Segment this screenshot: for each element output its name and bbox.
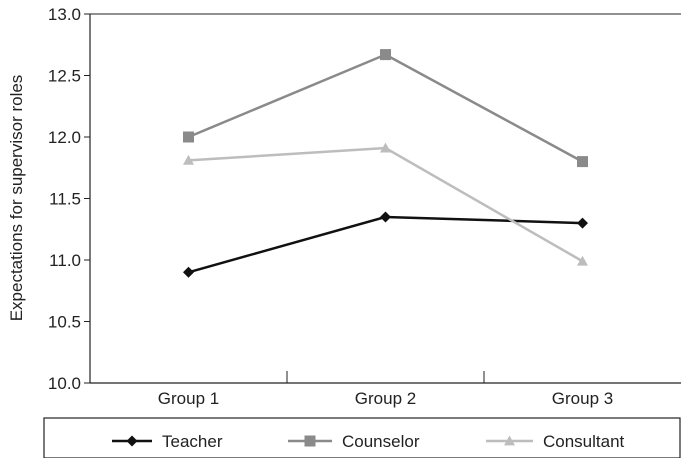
- teacher-data-point: [183, 266, 194, 278]
- legend-box: [43, 417, 681, 458]
- x-tick-label: Group 2: [355, 389, 416, 408]
- consultant-data-point: [183, 154, 194, 165]
- counselor-data-point: [183, 131, 194, 143]
- counselor-data-point: [577, 156, 588, 168]
- teacher-legend-marker: [126, 435, 138, 447]
- teacher-data-point: [577, 217, 588, 229]
- counselor-legend-label: Counselor: [342, 432, 420, 451]
- x-tick-label: Group 3: [552, 389, 613, 408]
- teacher-series-line: [188, 215, 583, 274]
- counselor-legend-marker: [304, 435, 316, 447]
- y-tick-label: 11.0: [49, 251, 81, 270]
- teacher-data-point: [380, 211, 391, 223]
- consultant-legend-marker: [504, 435, 515, 446]
- chart-legend: Teacher Counselor Consultant: [43, 417, 681, 458]
- y-axis-label: Expectations for supervisor roles: [7, 75, 26, 322]
- consultant-data-point: [577, 255, 588, 266]
- chart-series: [183, 49, 588, 278]
- y-tick-label: 12.0: [48, 128, 81, 147]
- counselor-data-point: [380, 49, 391, 61]
- consultant-series-line: [188, 146, 584, 263]
- chart-axes: 10.0 10.5 11.0 11.5 12.0 12.5 13.0 Group 1 Group…: [48, 5, 681, 408]
- consultant-data-point: [380, 142, 391, 153]
- x-tick-label: Group 1: [158, 389, 219, 408]
- teacher-legend-label: Teacher: [162, 432, 223, 451]
- y-tick-label: 10.5: [48, 313, 81, 332]
- y-tick-label: 13.0: [48, 5, 81, 24]
- consultant-legend-label: Consultant: [543, 432, 625, 451]
- y-tick-label: 11.5: [49, 190, 81, 209]
- y-tick-label: 10.0: [48, 374, 81, 393]
- y-tick-label: 12.5: [48, 67, 81, 86]
